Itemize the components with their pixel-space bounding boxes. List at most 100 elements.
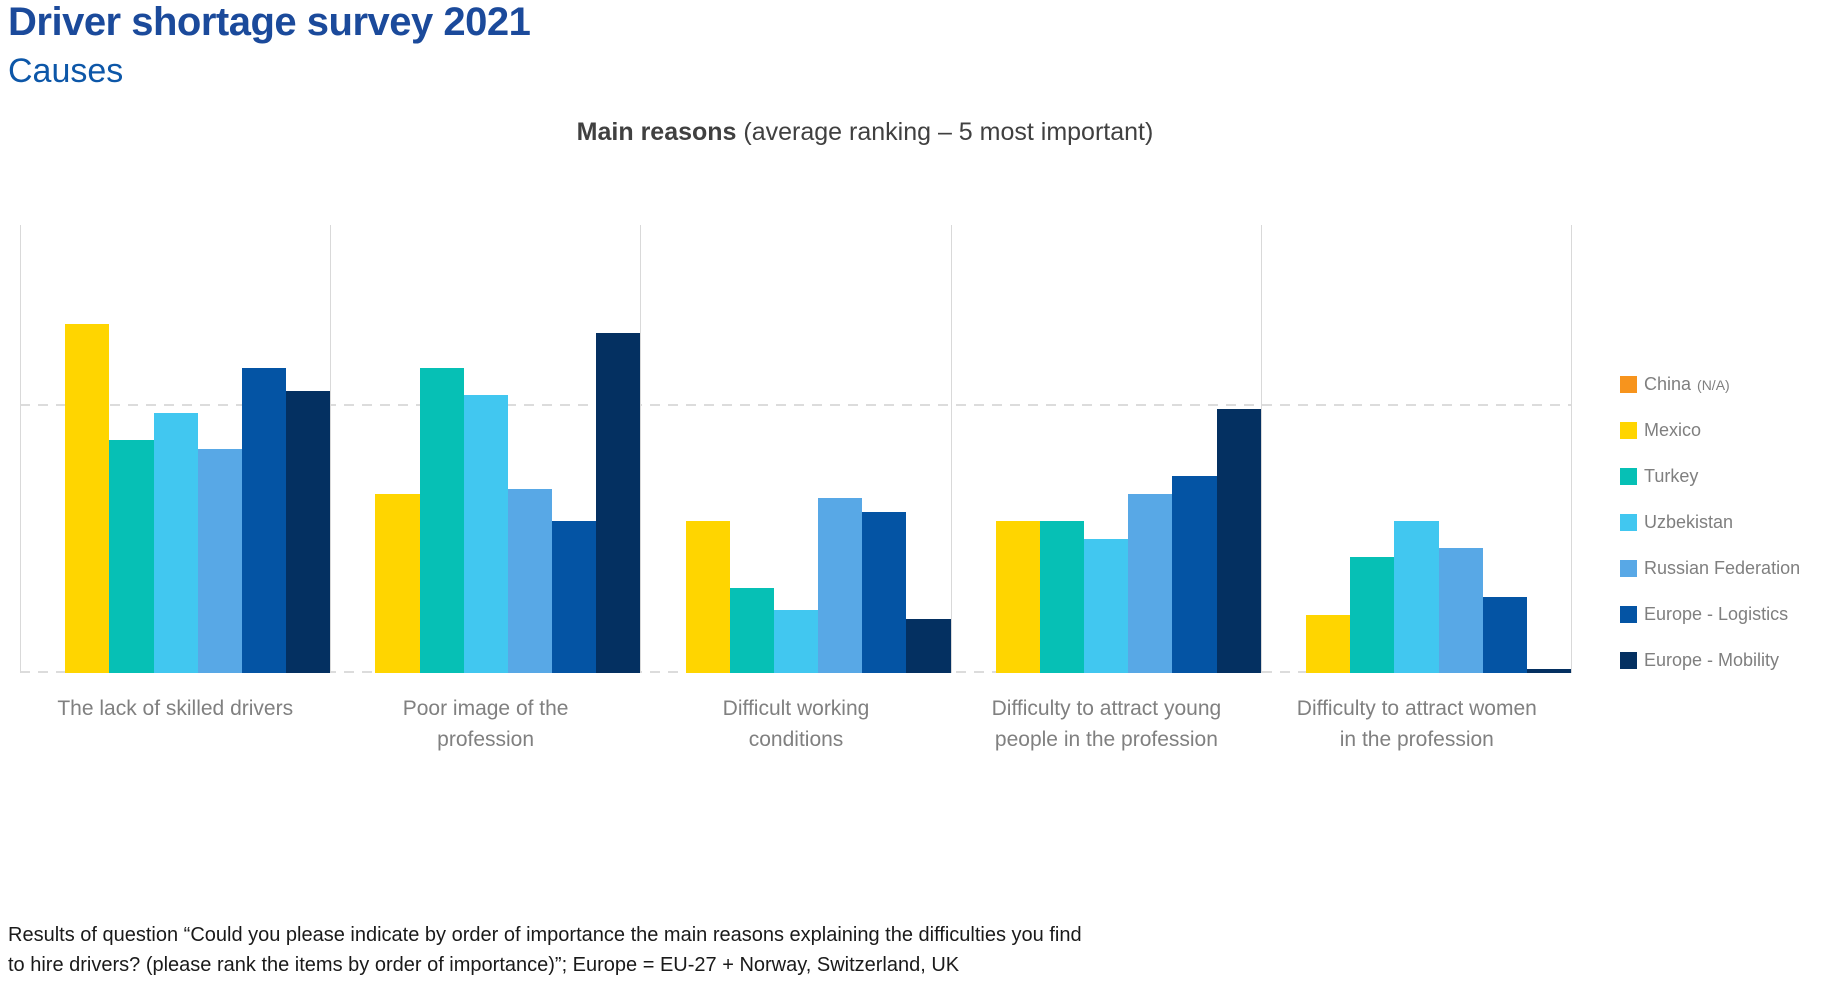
category-label-5: Difficulty to attract women in the profe… [1296,697,1537,751]
legend-label: China [1644,374,1692,394]
legend-swatch-icon [1620,468,1637,485]
bar-uzbekistan-cat4 [1084,538,1129,673]
legend-label: Europe - Logistics [1644,604,1789,624]
bar-slot-china [952,225,996,673]
bar-europe-logistics-cat2 [552,520,597,673]
bar-turkey-cat3 [729,587,774,673]
bar-uzbekistan-cat5 [1394,520,1439,673]
legend-swatch-icon [1620,606,1637,623]
bar-slot-russian-federation [197,225,242,673]
bar-slot-russian-federation [1438,225,1483,673]
bar-slot-europe-logistics [862,225,907,673]
bar-mexico-cat4 [995,520,1040,673]
legend-label: Mexico [1644,420,1702,440]
legend-item-europe-mobility: Europe - Mobility [1620,650,1800,671]
bar-russian-federation-cat2 [507,489,553,673]
category-labels: The lack of skilled drivers Poor image of… [20,693,1572,755]
legend-item-russian-federation: Russian Federation [1620,558,1800,579]
bar-slot-europe-mobility [1216,225,1261,673]
legend-label: Turkey [1644,466,1699,486]
bar-mexico-cat1 [65,323,110,673]
footnote-line-1: Results of question “Could you please in… [8,924,1082,946]
page-subtitle: Causes [8,52,124,90]
bar-slot-turkey [1039,225,1085,673]
legend-label: Europe - Mobility [1644,650,1780,670]
bar-slot-china [641,225,685,673]
bar-slot-mexico [685,225,730,673]
category-label-2: Poor image of the profession [402,697,569,751]
bar-europe-mobility-cat4 [1216,408,1261,673]
bar-europe-logistics-cat3 [862,511,907,673]
bar-russian-federation-cat1 [197,449,242,673]
bar-slot-europe-logistics [1482,225,1527,673]
bar-slot-mexico [65,225,110,673]
gridline-3 [20,404,1571,406]
bar-europe-mobility-cat1 [286,390,331,673]
bar-slot-turkey [729,225,774,673]
bar-slot-uzbekistan [773,225,819,673]
bar-slot-mexico [375,225,420,673]
category-label-3: Difficult working conditions [722,697,870,751]
bar-mexico-cat2 [375,493,420,673]
footnote-line-2: to hire drivers? (please rank the items … [8,954,960,976]
bar-slot-europe-mobility [1526,225,1572,673]
bar-slot-mexico [1305,225,1351,673]
bar-slot-uzbekistan [463,225,508,673]
bar-slot-europe-mobility [906,225,951,673]
chart-title: Main reasons (average ranking – 5 most i… [20,118,1710,147]
bar-turkey-cat1 [109,440,154,673]
bar-slot-europe-logistics [1172,225,1217,673]
legend-item-uzbekistan: Uzbekistan [1620,512,1800,533]
bar-slot-uzbekistan [153,225,198,673]
legend-swatch-icon [1620,560,1637,577]
bar-europe-mobility-cat3 [906,619,951,673]
category-panel-3 [640,225,951,673]
bar-slot-china [1262,225,1306,673]
bar-slot-uzbekistan [1084,225,1129,673]
category-panel-5 [1260,225,1572,673]
bar-slot-turkey [1350,225,1395,673]
category-panel-1 [20,225,331,673]
plot-area [20,225,1572,673]
chart-title-qualifier: (average ranking – 5 most important) [736,118,1154,146]
legend-label: Russian Federation [1644,558,1801,578]
bar-uzbekistan-cat2 [463,395,508,673]
bar-slot-europe-mobility [596,225,641,673]
bar-turkey-cat4 [1039,520,1085,673]
legend: China (N/A) Mexico Turkey Uzbekistan Russian … [1620,374,1800,671]
bar-slot-turkey [419,225,464,673]
bar-slot-mexico [995,225,1040,673]
bar-mexico-cat5 [1305,614,1351,673]
bar-slot-europe-logistics [552,225,597,673]
bar-slot-europe-mobility [286,225,331,673]
bar-russian-federation-cat3 [818,498,863,673]
legend-item-europe-logistics: Europe - Logistics [1620,604,1800,625]
bar-slot-china [331,225,375,673]
bar-uzbekistan-cat1 [153,413,198,673]
legend-swatch-icon [1620,514,1637,531]
bar-slot-russian-federation [818,225,863,673]
category-panel-2 [330,225,641,673]
page-title: Driver shortage survey 2021 [8,0,531,44]
category-panel-4 [950,225,1261,673]
bar-slot-europe-logistics [241,225,287,673]
legend-swatch-icon [1620,652,1637,669]
bar-russian-federation-cat4 [1128,493,1173,673]
bar-slot-turkey [109,225,154,673]
footnote: Results of question “Could you please in… [8,920,1082,980]
bar-europe-mobility-cat5 [1526,668,1572,673]
legend-swatch-icon [1620,422,1637,439]
bar-slot-russian-federation [1128,225,1173,673]
panels [20,225,1572,673]
bar-turkey-cat5 [1350,556,1395,673]
bar-europe-logistics-cat4 [1172,475,1217,673]
legend-label-suffix: (N/A) [1697,376,1730,393]
bar-slot-china [21,225,65,673]
bar-uzbekistan-cat3 [773,610,819,673]
legend-item-china: China (N/A) [1620,374,1800,395]
category-label-1: The lack of skilled drivers [57,697,294,720]
bar-slot-russian-federation [507,225,553,673]
bar-slot-uzbekistan [1394,225,1439,673]
bar-europe-mobility-cat2 [596,332,641,673]
bar-russian-federation-cat5 [1438,547,1483,673]
